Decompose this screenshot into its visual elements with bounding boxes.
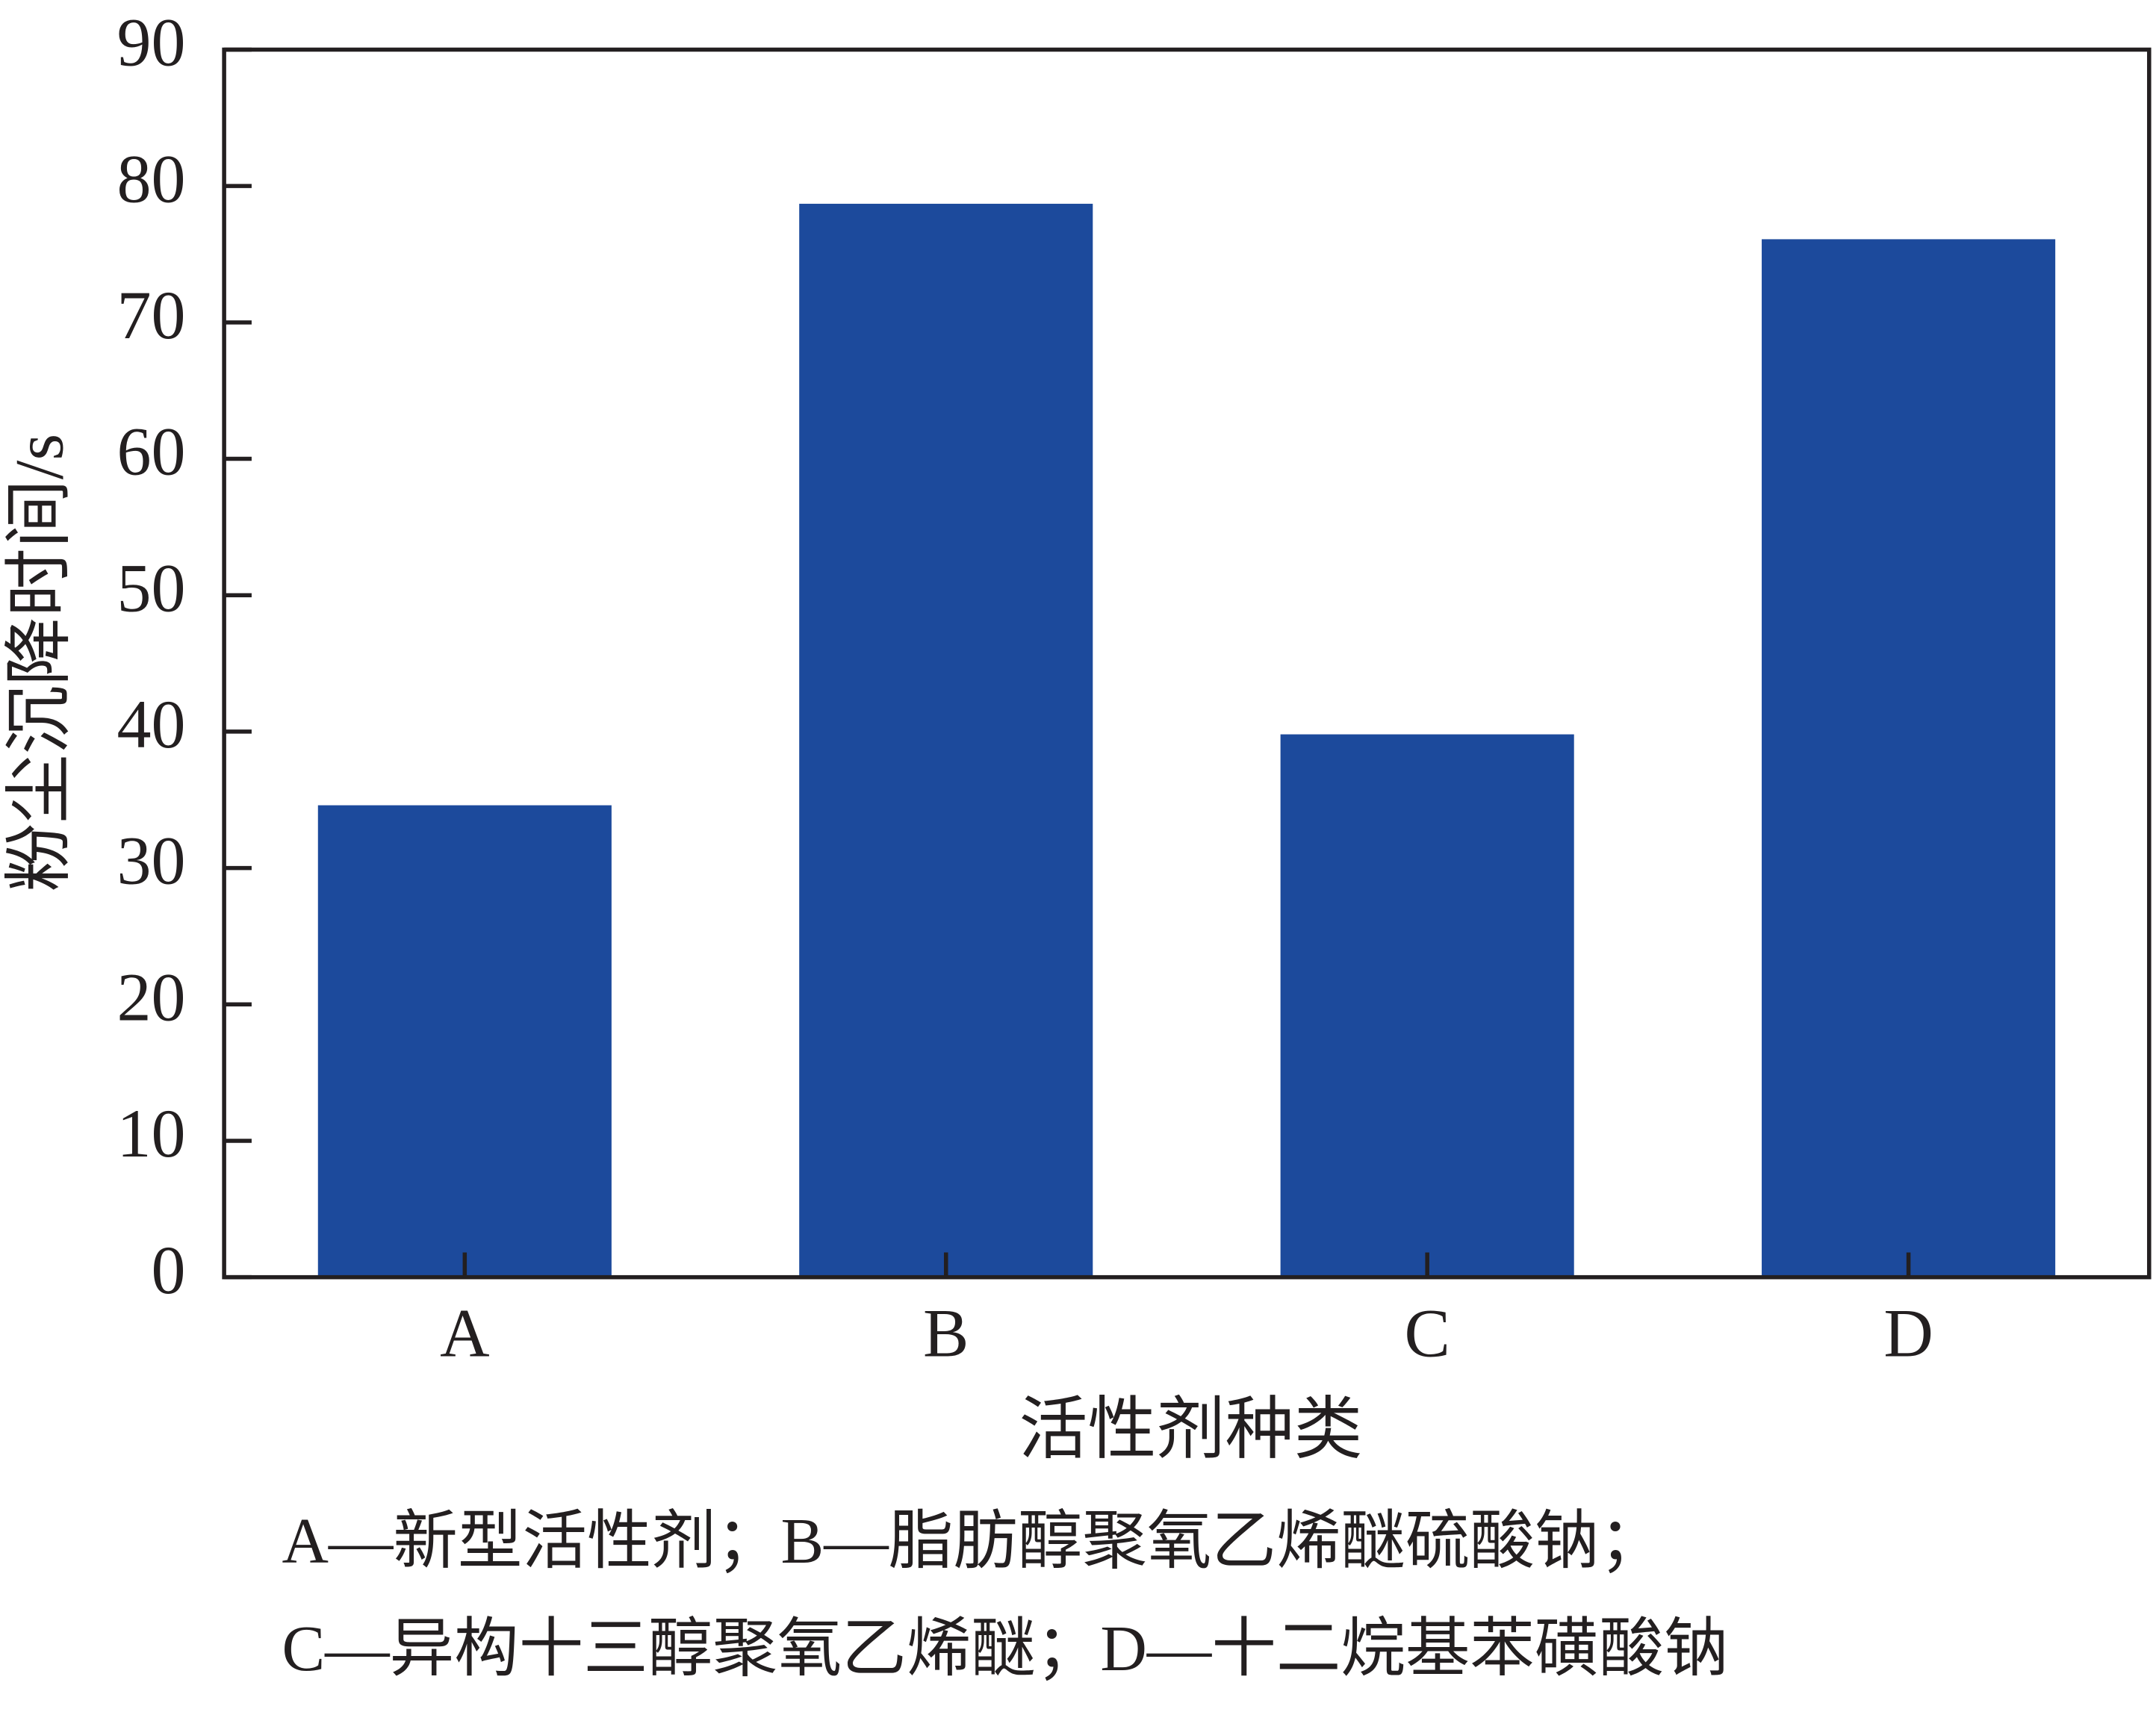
y-tick-label: 90 [117, 4, 186, 81]
bar [1762, 239, 2056, 1277]
bar [799, 203, 1093, 1277]
plot-frame [222, 47, 2152, 1280]
x-tick-label: B [923, 1295, 969, 1371]
y-tick-label: 40 [117, 686, 186, 762]
x-tick-label: D [1883, 1295, 1933, 1371]
note: C—异构十三醇聚氧乙烯醚；D—十二烷基苯磺酸钠 [282, 1613, 1728, 1684]
bar [317, 805, 612, 1277]
note: A—新型活性剂；B—脂肪醇聚氧乙烯醚硫酸钠； [282, 1505, 1664, 1577]
y-tick-label: 20 [117, 959, 186, 1035]
y-tick-label: 60 [117, 414, 186, 490]
y-tick-label: 10 [117, 1095, 186, 1171]
y-tick-label: 50 [117, 550, 186, 626]
x-tick-label: C [1404, 1295, 1450, 1371]
x-tick-label: A [440, 1295, 489, 1371]
y-tick-label: 30 [117, 823, 186, 899]
x-axis-label: 活性剂种类 [1019, 1391, 1362, 1467]
y-tick-label: 80 [117, 140, 186, 217]
y-tick-label: 70 [117, 277, 186, 353]
bar [1280, 734, 1574, 1277]
y-axis-label: 粉尘沉降时间/s [1, 434, 78, 892]
y-tick-label: 0 [152, 1232, 186, 1308]
